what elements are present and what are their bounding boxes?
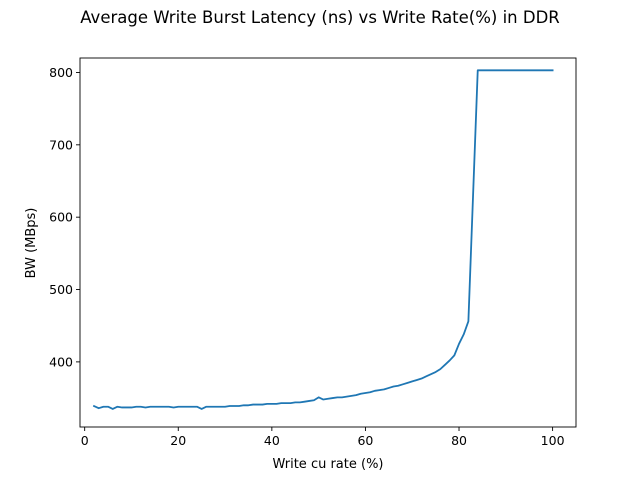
y-tick-label: 600 bbox=[49, 210, 73, 225]
x-tick-label: 0 bbox=[81, 433, 89, 448]
y-tick-label: 500 bbox=[49, 282, 73, 297]
y-tick-label: 800 bbox=[49, 65, 73, 80]
axes-frame bbox=[79, 57, 577, 428]
chart-title: Average Write Burst Latency (ns) vs Writ… bbox=[80, 8, 560, 27]
x-tick-label: 60 bbox=[357, 433, 373, 448]
x-tick-label: 20 bbox=[170, 433, 186, 448]
y-axis-ticks: 400 500 600 700 800 bbox=[49, 65, 80, 369]
x-tick-label: 80 bbox=[451, 433, 467, 448]
x-axis-ticks: 0 20 40 60 80 100 bbox=[81, 427, 565, 448]
y-tick-label: 700 bbox=[49, 137, 73, 152]
x-tick-label: 100 bbox=[541, 433, 565, 448]
x-tick-label: 40 bbox=[264, 433, 280, 448]
y-axis-label: BW (MBps) bbox=[24, 208, 39, 279]
plot-area: 0 20 40 60 80 100 400 500 600 700 800 bbox=[49, 57, 577, 448]
series-line bbox=[92, 69, 554, 410]
y-tick-label: 400 bbox=[49, 354, 73, 369]
x-axis-label: Write cu rate (%) bbox=[272, 457, 383, 472]
